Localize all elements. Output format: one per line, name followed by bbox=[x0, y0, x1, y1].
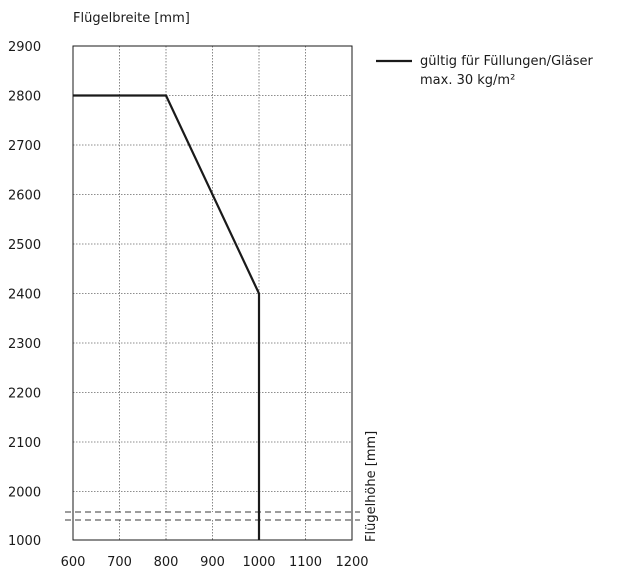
legend-label: max. 30 kg/m² bbox=[420, 73, 515, 88]
y-axis-title: Flügelbreite [mm] bbox=[73, 11, 190, 26]
y-tick-label: 2000 bbox=[8, 486, 41, 501]
series-line bbox=[73, 94, 261, 540]
y-tick-label: 2900 bbox=[8, 40, 41, 55]
y-tick-label: 2500 bbox=[8, 238, 41, 253]
x-tick-label: 800 bbox=[154, 555, 179, 570]
grid bbox=[73, 46, 352, 540]
x-tick-label: 900 bbox=[200, 555, 225, 570]
axis-break bbox=[65, 511, 360, 521]
series-layer bbox=[73, 94, 261, 540]
y-tick-label: 2800 bbox=[8, 90, 41, 105]
x-tick-label: 600 bbox=[61, 555, 86, 570]
x-tick-label: 1200 bbox=[335, 555, 368, 570]
y-tick-label: 2100 bbox=[8, 436, 41, 451]
legend: gültig für Füllungen/Gläser max. 30 kg/m² bbox=[376, 54, 593, 88]
y-tick-label: 2600 bbox=[8, 189, 41, 204]
x-axis-title: Flügelhöhe [mm] bbox=[364, 431, 379, 542]
x-tick-label: 1100 bbox=[289, 555, 322, 570]
x-tick-label: 1000 bbox=[242, 555, 275, 570]
axis-break-gap bbox=[67, 512, 358, 520]
y-tick-label: 2300 bbox=[8, 337, 41, 352]
y-tick-label: 2400 bbox=[8, 288, 41, 303]
y-tick-label: 2200 bbox=[8, 387, 41, 402]
legend-label: gültig für Füllungen/Gläser bbox=[420, 54, 593, 69]
y-tick-label: 1000 bbox=[8, 534, 41, 549]
y-tick-labels: 2000 2100 2200 2300 2400 2500 2600 2700 2800 2900… bbox=[8, 40, 41, 549]
y-tick-label: 2700 bbox=[8, 139, 41, 154]
plot-frame bbox=[72, 45, 353, 541]
x-tick-label: 700 bbox=[107, 555, 132, 570]
x-tick-labels: 600 700 800 900 1000 1100 1200 bbox=[61, 555, 369, 570]
